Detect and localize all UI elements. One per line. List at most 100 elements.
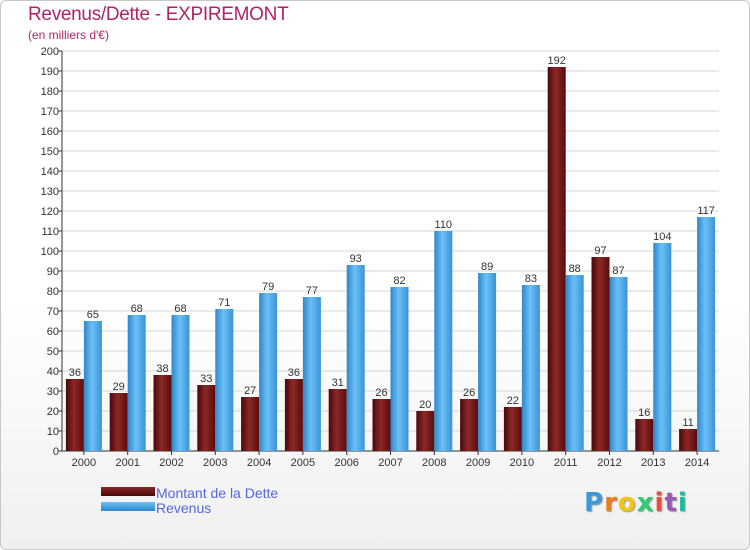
bar-revenus: [390, 287, 409, 451]
bar-revenus: [565, 275, 584, 451]
chart-title: Revenus/Dette - EXPIREMONT: [28, 4, 289, 25]
logo-letter: r: [604, 488, 618, 518]
data-label-dette: 20: [419, 399, 431, 411]
x-tick-label: 2014: [685, 457, 709, 469]
data-label-revenus: 87: [612, 265, 624, 277]
data-label-dette: 11: [682, 417, 693, 429]
logo-letter: o: [617, 488, 637, 518]
data-label-revenus: 71: [218, 297, 230, 309]
bar-revenus: [171, 315, 190, 451]
data-label-dette: 27: [244, 385, 256, 397]
y-tick-label: 90: [47, 266, 59, 278]
data-label-revenus: 77: [306, 285, 318, 297]
bar-dette: [635, 419, 654, 451]
data-label-revenus: 88: [569, 263, 581, 275]
x-tick-label: 2005: [291, 457, 315, 469]
bar-revenus: [127, 315, 146, 451]
data-label-dette: 36: [288, 367, 300, 379]
proxiti-logo: Proxiti: [584, 488, 688, 518]
bar-dette: [328, 389, 347, 451]
logo-letter: i: [654, 488, 665, 518]
data-label-dette: 33: [200, 373, 212, 385]
data-label-revenus: 83: [525, 273, 537, 285]
data-label-revenus: 104: [653, 231, 671, 243]
y-tick-label: 120: [41, 206, 59, 218]
y-tick-label: 80: [47, 286, 59, 298]
legend-label-dette: Montant de la Dette: [156, 485, 279, 501]
logo-letter: i: [677, 488, 688, 518]
x-tick-label: 2008: [422, 457, 446, 469]
x-tick-label: 2002: [159, 457, 183, 469]
data-label-dette: 29: [113, 381, 125, 393]
bar-revenus: [478, 273, 497, 451]
bar-dette: [591, 257, 610, 451]
y-tick-label: 100: [41, 246, 59, 258]
bar-dette: [241, 397, 260, 451]
data-label-dette: 38: [156, 363, 168, 375]
y-tick-label: 0: [53, 446, 59, 458]
logo-letter: P: [584, 488, 605, 518]
data-label-dette: 97: [594, 245, 606, 257]
x-tick-label: 2003: [203, 457, 227, 469]
data-label-dette: 22: [507, 395, 519, 407]
bar-dette: [153, 375, 172, 451]
bar-dette: [460, 399, 479, 451]
data-label-dette: 36: [69, 367, 81, 379]
logo-letter: x: [636, 488, 655, 518]
data-label-revenus: 93: [350, 253, 362, 265]
data-label-dette: 31: [332, 377, 344, 389]
y-tick-label: 170: [41, 106, 59, 118]
data-label-dette: 26: [463, 387, 475, 399]
data-label-revenus: 68: [174, 303, 186, 315]
y-tick-label: 50: [47, 346, 59, 358]
y-tick-label: 30: [47, 386, 59, 398]
bar-dette: [547, 67, 566, 451]
y-tick-label: 160: [41, 126, 59, 138]
bar-dette: [109, 393, 128, 451]
bar-dette: [503, 407, 522, 451]
bar-revenus: [346, 265, 365, 451]
x-tick-label: 2011: [554, 457, 578, 469]
legend-swatch-dette: [101, 487, 155, 496]
bar-revenus: [521, 285, 540, 451]
bar-dette: [679, 429, 698, 451]
bar-revenus: [434, 231, 453, 451]
bar-revenus: [259, 293, 278, 451]
bar-dette: [284, 379, 303, 451]
y-tick-label: 140: [41, 166, 59, 178]
bar-revenus: [697, 217, 716, 451]
chart-subtitle: (en milliers d'€): [28, 28, 109, 42]
x-tick-label: 2012: [597, 457, 621, 469]
bar-revenus: [215, 309, 234, 451]
x-tick-label: 2007: [378, 457, 402, 469]
data-label-revenus: 79: [262, 281, 274, 293]
bar-revenus: [653, 243, 672, 451]
bar-dette: [65, 379, 84, 451]
data-label-dette: 192: [548, 55, 566, 67]
data-label-revenus: 82: [393, 275, 405, 287]
bar-revenus: [83, 321, 102, 451]
data-label-dette: 16: [638, 407, 650, 419]
data-label-dette: 26: [375, 387, 387, 399]
y-tick-label: 190: [41, 66, 59, 78]
y-tick-label: 150: [41, 146, 59, 158]
y-tick-label: 40: [47, 366, 59, 378]
data-label-revenus: 117: [697, 205, 715, 217]
legend-label-revenus: Revenus: [156, 500, 212, 516]
bar-dette: [416, 411, 435, 451]
y-tick-label: 180: [41, 86, 59, 98]
x-tick-label: 2001: [115, 457, 139, 469]
x-tick-label: 2004: [247, 457, 271, 469]
bar-dette: [372, 399, 391, 451]
data-label-revenus: 89: [481, 261, 493, 273]
y-tick-label: 20: [47, 406, 59, 418]
y-tick-label: 10: [47, 426, 59, 438]
logo-letter: t: [664, 488, 678, 518]
bar-dette: [197, 385, 216, 451]
data-label-revenus: 110: [435, 219, 453, 231]
data-label-revenus: 65: [87, 309, 99, 321]
y-tick-label: 130: [41, 186, 59, 198]
x-tick-label: 2009: [466, 457, 490, 469]
